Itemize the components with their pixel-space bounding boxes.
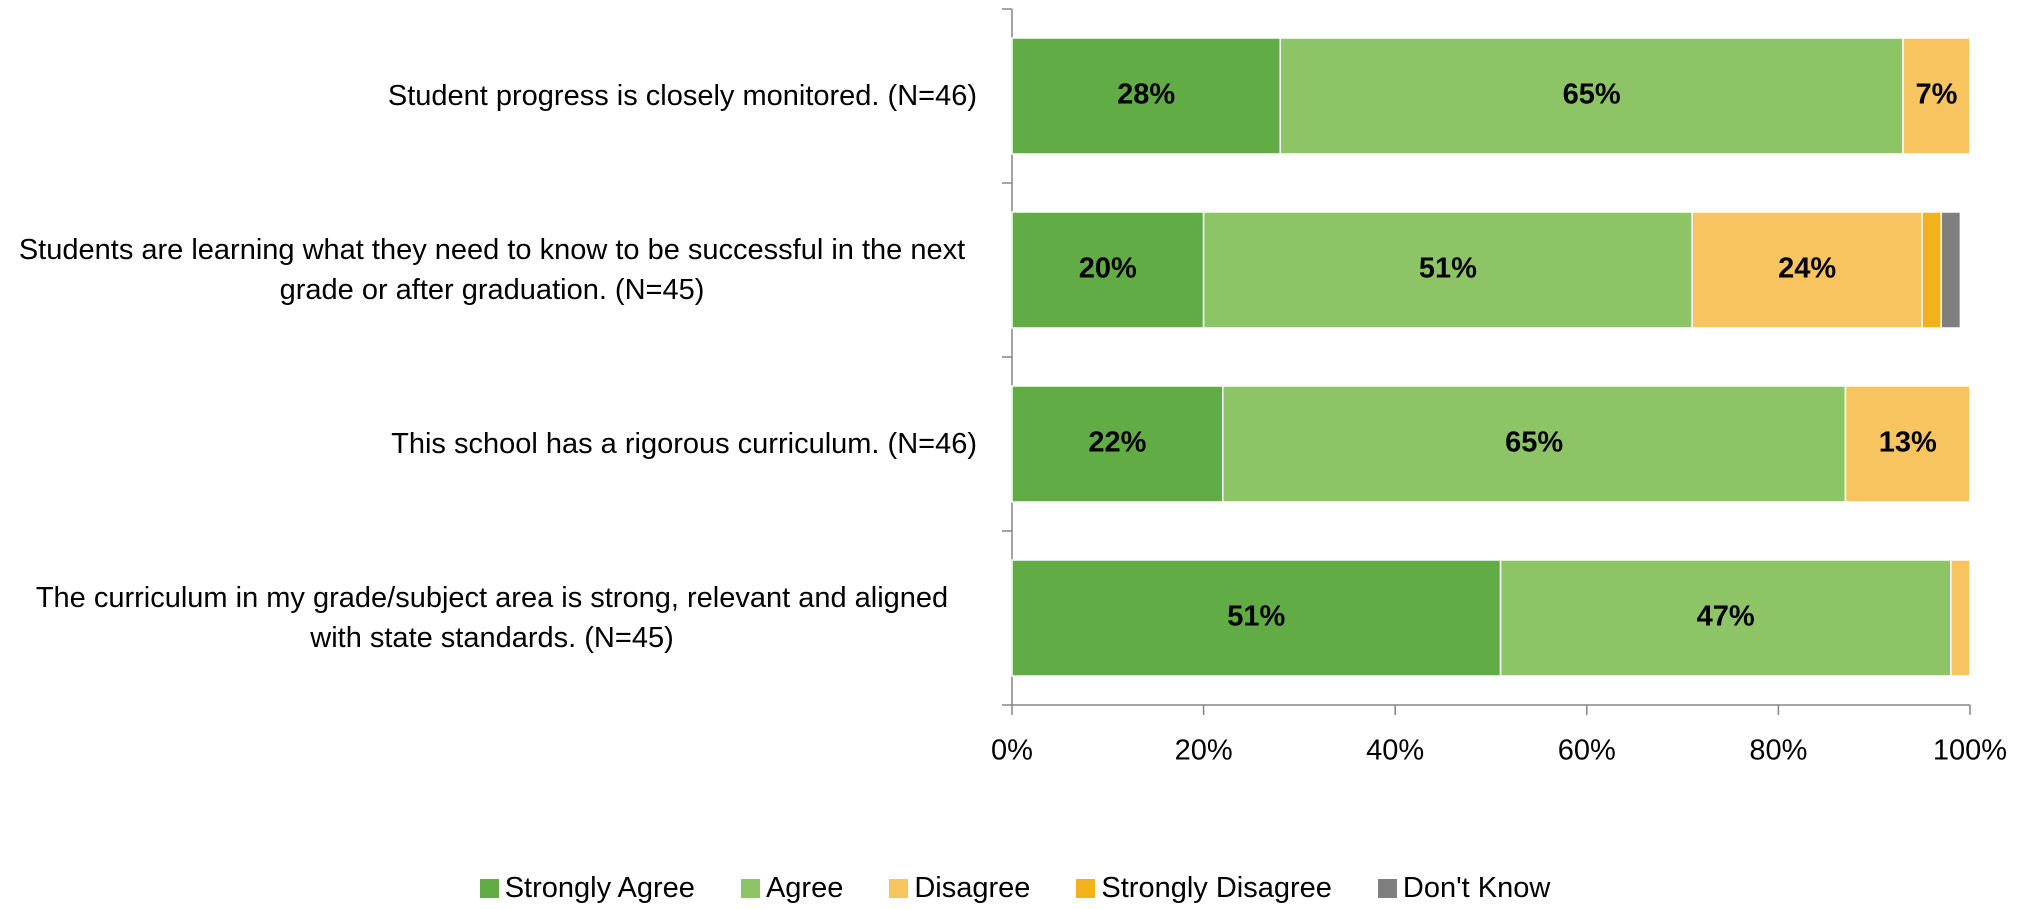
x-tick-label: 80% <box>1749 735 1807 767</box>
category-label: Student progress is closely monitored. (… <box>387 80 977 112</box>
bar-segment <box>1011 559 1502 677</box>
bar-segment <box>1950 559 1971 677</box>
legend-swatch <box>1377 879 1397 898</box>
legend-label: Strongly Agree <box>504 872 695 904</box>
bar-segment <box>1011 211 1205 329</box>
data-label: 22% <box>1088 427 1146 459</box>
legend-label: Disagree <box>914 872 1031 904</box>
legend-label: Strongly Disagree <box>1101 872 1332 904</box>
legend: Strongly Agree Agree Disagree Strongly Disa… <box>0 872 2030 905</box>
legend-swatch <box>889 879 909 898</box>
data-label: 7% <box>1916 79 1958 111</box>
legend-swatch <box>1076 879 1096 898</box>
data-label: 20% <box>1079 253 1137 285</box>
legend-item: Strongly Disagree <box>1076 872 1332 905</box>
legend-swatch <box>740 879 760 898</box>
data-label: 24% <box>1778 253 1836 285</box>
bar-segment <box>1691 211 1923 329</box>
legend-item: Agree <box>740 872 844 905</box>
x-tick-label: 60% <box>1558 735 1616 767</box>
bar-segment <box>1921 211 1943 329</box>
data-label: 13% <box>1879 427 1937 459</box>
data-label: 65% <box>1505 427 1563 459</box>
data-label: 47% <box>1697 601 1755 633</box>
data-label: 51% <box>1227 601 1285 633</box>
x-tick-label: 100% <box>1933 735 2007 767</box>
category-label: The curriculum in my grade/subject area … <box>35 582 949 654</box>
legend-label: Don't Know <box>1402 872 1551 904</box>
bar-segment <box>1844 385 1971 503</box>
bar-segment <box>1202 211 1693 329</box>
category-label: Students are learning what they need to … <box>18 234 966 306</box>
data-label: 65% <box>1563 79 1621 111</box>
data-label: 51% <box>1419 253 1477 285</box>
bar-segment <box>1279 37 1904 155</box>
bar-segment <box>1011 385 1224 503</box>
bar-segment <box>1902 37 1971 155</box>
category-label: This school has a rigorous curriculum. (… <box>391 428 977 460</box>
x-tick-label: 20% <box>1175 735 1233 767</box>
data-label: 28% <box>1117 79 1175 111</box>
x-tick-label: 40% <box>1366 735 1424 767</box>
bar-segment <box>1499 559 1952 677</box>
bar-segment <box>1011 37 1281 155</box>
legend-swatch <box>479 879 499 898</box>
legend-item: Disagree <box>889 872 1030 905</box>
x-tick-label: 0% <box>991 735 1033 767</box>
legend-item: Strongly Agree <box>479 872 695 905</box>
bar-segment <box>1940 211 1962 329</box>
legend-label: Agree <box>765 872 844 904</box>
legend-item: Don't Know <box>1377 872 1551 905</box>
